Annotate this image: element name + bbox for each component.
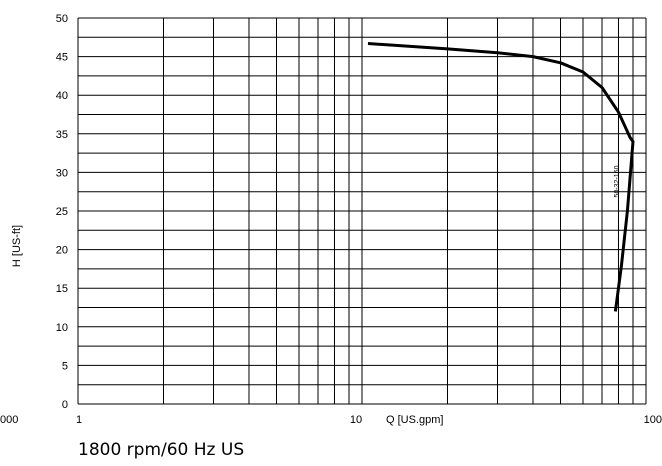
y-axis-label: H [US-ft] [11, 225, 23, 267]
series-label: 50-32-160 [614, 165, 621, 197]
y-tick-label: 15 [56, 283, 68, 295]
y-tick-label: 35 [56, 129, 68, 141]
y-tick-label: 10 [56, 322, 68, 334]
y-tick-label: 0 [62, 399, 68, 411]
series-layer: 50-32-160 [367, 42, 635, 312]
x-axis-label: Q [US.gpm] [386, 414, 443, 426]
y-tick-label: 50 [56, 13, 68, 25]
y-tick-label: 5 [62, 360, 68, 372]
y-tick-label: 30 [56, 167, 68, 179]
y-tick-labels: 0 5 10 15 20 25 30 35 40 45 50 [56, 13, 68, 411]
y-tick-label: 25 [56, 206, 68, 218]
y-tick-label: 40 [56, 90, 68, 102]
x-tick-label: 1 [76, 414, 82, 426]
x-tick-labels: 1 10 100 [76, 414, 662, 426]
x-tick-label: 100 [644, 414, 662, 426]
x-tick-label: 10 [350, 414, 362, 426]
y-tick-label: 20 [56, 245, 68, 257]
grid [77, 17, 647, 405]
series-line [367, 42, 635, 312]
speed-caption: 1800 rpm/60 Hz US [78, 440, 245, 460]
y-tick-label: 45 [56, 52, 68, 64]
left-edge-tick-label: 000 [0, 414, 18, 426]
